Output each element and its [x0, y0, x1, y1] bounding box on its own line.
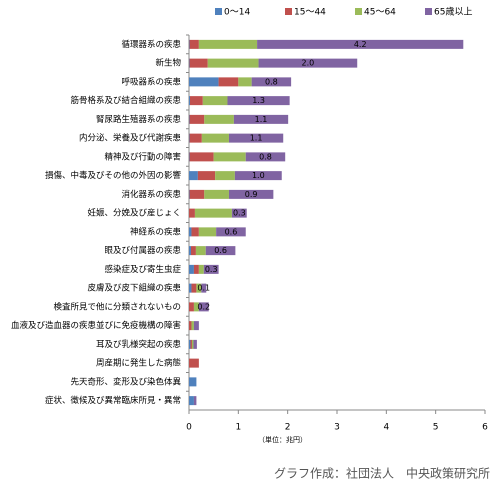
bar-segment [193, 340, 196, 349]
value-label: 0.3 [233, 209, 246, 218]
bar-segment [198, 171, 215, 180]
y-tick-label: 腎尿路生殖器系の疾患 [96, 114, 182, 125]
legend-swatch [285, 8, 292, 15]
bar-segment [189, 321, 191, 330]
x-tick-label: 1 [235, 423, 241, 433]
y-tick-label: 血液及び造血器の疾患並びに免疫機構の障害 [11, 320, 181, 331]
bar-segment [192, 340, 193, 349]
bar-segment [190, 340, 191, 349]
unit-label: （単位：兆円） [258, 435, 307, 444]
bar-segment [189, 190, 204, 199]
bar-segment [202, 134, 229, 143]
bar-segment [204, 115, 234, 124]
bar-segment [203, 96, 228, 105]
bar-segment [219, 77, 239, 86]
y-tick-label: 神経系の疾患 [130, 226, 182, 237]
bar-segment [199, 227, 216, 236]
bar-segment [189, 265, 194, 274]
bar-segment [204, 190, 229, 199]
y-tick-label: 呼吸器系の疾患 [121, 76, 181, 87]
bar-segment [194, 265, 199, 274]
y-tick-label: 皮膚及び皮下組織の疾患 [87, 283, 181, 294]
y-tick-label: 感染症及び寄生虫症 [104, 264, 181, 275]
y-tick-label: 新生物 [155, 58, 181, 69]
bar-segment [189, 377, 196, 386]
y-tick-label: 先天奇形、変形及び染色体異 [70, 376, 181, 387]
bar-segment [191, 321, 193, 330]
y-tick-label: 眼及び付属器の疾患 [104, 245, 181, 256]
bar-segment [214, 152, 246, 161]
y-tick-label: 検査所見で他に分類されないもの [53, 301, 181, 312]
bar-segment [238, 77, 251, 86]
bar-segment [191, 284, 196, 293]
bar-segment [191, 227, 198, 236]
x-tick-label: 6 [482, 423, 488, 433]
bar-segment [189, 396, 194, 405]
legend-label: 45～64 [364, 8, 396, 18]
x-tick-label: 4 [383, 423, 389, 433]
bar-segment [199, 265, 204, 274]
value-label: 0.8 [259, 152, 272, 161]
x-tick-label: 2 [285, 423, 291, 433]
bar-segment [189, 77, 219, 86]
bar-segment [189, 302, 194, 311]
y-tick-label: 精神及び行動の障害 [104, 151, 181, 162]
bar-segment [191, 246, 196, 255]
y-tick-label: 内分泌、栄養及び代謝疾患 [79, 133, 182, 144]
bar-segment [190, 96, 203, 105]
bar-segment [194, 321, 199, 330]
value-label: 0.1 [197, 284, 210, 293]
x-tick-label: 5 [433, 423, 439, 433]
bar-segment [194, 396, 196, 405]
value-label: 4.2 [354, 40, 367, 49]
value-label: 0.6 [214, 246, 227, 255]
bar-segment [189, 227, 191, 236]
bar-segment [189, 340, 190, 349]
y-tick-label: 症状、徴候及び異常臨床所見・異常 [45, 395, 181, 406]
legend-label: 65歳以上 [434, 6, 472, 18]
value-label: 1.3 [252, 96, 265, 105]
bar-segment [189, 134, 201, 143]
value-label: 0.6 [225, 227, 238, 236]
y-tick-label: 周産期に発生した病態 [96, 358, 181, 369]
legend-swatch [425, 8, 432, 15]
y-tick-label: 妊娠、分娩及び産じょく [87, 208, 181, 219]
value-label: 1.0 [252, 171, 265, 180]
value-label: 0.9 [245, 190, 258, 199]
y-tick-label: 循環器系の疾患 [121, 39, 181, 50]
bar-segment [189, 284, 191, 293]
bar-segment [189, 171, 198, 180]
legend-swatch [215, 8, 222, 15]
y-tick-label: 筋骨格系及び結合組織の疾患 [70, 95, 181, 106]
value-label: 0.3 [205, 265, 218, 274]
value-label: 1.1 [255, 115, 268, 124]
value-label: 2.0 [302, 59, 315, 68]
bar-segment [189, 209, 195, 218]
bar-segment [189, 96, 190, 105]
legend-label: 15～44 [294, 8, 326, 18]
legend-label: 0～14 [224, 8, 250, 18]
bar-segment [208, 59, 259, 68]
bar-segment [195, 209, 232, 218]
bar-segment [215, 171, 235, 180]
bar-segment [189, 59, 207, 68]
bar-segment [189, 115, 204, 124]
credit: グラフ作成：社団法人 中央政策研究所 [274, 466, 490, 481]
value-label: 0.8 [265, 77, 278, 86]
y-tick-label: 消化器系の疾患 [121, 189, 181, 200]
y-tick-label: 耳及び乳様突起の疾患 [96, 339, 182, 350]
y-tick-label: 損傷、中毒及びその他の外因の影響 [45, 170, 182, 181]
bar-segment [189, 359, 199, 368]
value-label: 0.2 [197, 302, 210, 311]
bar-segment [189, 246, 191, 255]
x-tick-label: 3 [334, 423, 340, 433]
legend-swatch [355, 8, 362, 15]
bar-segment [196, 246, 206, 255]
x-tick-label: 0 [186, 423, 192, 433]
value-label: 1.1 [250, 134, 263, 143]
bar-segment [189, 40, 198, 49]
bar-segment [189, 152, 213, 161]
bar-segment [199, 40, 257, 49]
